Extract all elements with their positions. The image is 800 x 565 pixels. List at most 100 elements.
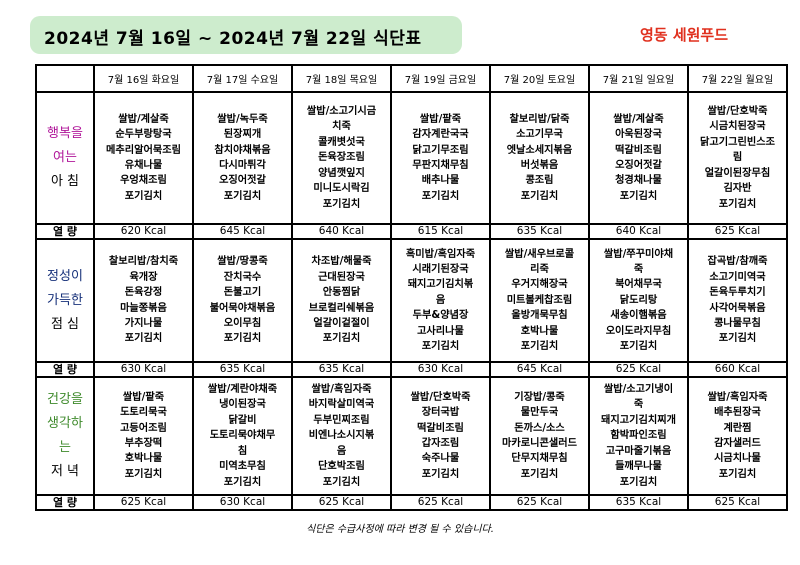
menu-item: 포기김치 [520,468,559,480]
kcal-value: 615 Kcal [390,223,491,240]
menu-cell: 쌀밥/계살죽 아욱된장국 떡갈비조림 오징어젓갈 청경채나물 포기김치 [588,91,689,225]
kcal-value: 625 Kcal [390,494,491,511]
menu-item: 닭갈비 [228,414,257,426]
menu-item: 소고기무국 [516,129,563,141]
kcal-row: 열 량 625 Kcal 630 Kcal 625 Kcal 625 Kcal 625 K… [35,494,788,511]
menu-item: 배추나물 [421,175,460,187]
meal-label-line: 는 [59,440,71,455]
menu-item: 마늘쫑볶음 [120,302,167,314]
menu-item: 콩나물무침 [714,317,761,329]
menu-item: 안동찜닭 [322,287,361,299]
day-header: 7월 16일 화요일 [93,64,194,93]
kcal-label: 열 량 [35,361,95,378]
menu-item: 참치야채볶음 [214,144,271,156]
menu-item: 양념깻잎지 [318,167,365,179]
kcal-value: 630 Kcal [93,361,194,378]
menu-item: 쌀밥/단호박죽 [707,106,768,118]
menu-item: 돈육장조림 [318,152,365,164]
menu-item: 콩조림 [525,175,554,187]
kcal-value: 625 Kcal [687,494,788,511]
menu-item: 떡갈비조림 [417,422,464,434]
menu-item: 포기김치 [223,333,262,345]
day-header: 7월 17일 수요일 [192,64,293,93]
menu-item: 갑자조림 [421,438,460,449]
meal-label-line: 여는 [53,150,77,165]
menu-item: 포기김치 [421,341,460,353]
menu-item: 사각어묵볶음 [709,302,766,314]
menu-item: 리죽 [530,263,549,275]
kcal-value: 635 Kcal [489,223,590,240]
menu-cell: 쌀밥/쭈꾸미야채 죽 북어채무국 닭도리탕 새송이햄볶음 오이도라지무침 포기김치 [588,238,689,363]
day-header: 7월 22일 월요일 [687,64,788,93]
menu-item: 흑미밥/흑임자죽 [405,248,476,260]
kcal-row: 열 량 630 Kcal 635 Kcal 635 Kcal 630 Kcal 645 K… [35,361,788,378]
corner-cell [35,64,95,93]
menu-cell: 쌀밥/녹두죽 된장찌개 참치야채볶음 다시마튀각 오징어젓갈 포기김치 [192,91,293,225]
menu-item: 가지나물 [124,317,163,329]
menu-item: 김자반 [723,183,752,195]
menu-item: 죽 [633,399,644,411]
menu-cell: 쌀밥/단호박죽 장터국밥 떡갈비조림 갑자조림 숙주나물 포기김치 [390,376,491,496]
menu-item: 무판지채무침 [412,160,469,171]
menu-item: 브로컬리쉐볶음 [308,302,375,314]
menu-item: 콜캐볏섯국 [318,136,365,148]
menu-item: 감자계란국국 [412,129,469,141]
menu-item: 호박나물 [520,325,559,337]
menu-item: 불어묵야채볶음 [209,302,276,314]
menu-item: 돈육두루치기 [709,287,766,299]
menu-item: 포기김치 [718,198,757,210]
menu-item: 우엉채조림 [120,175,167,187]
menu-item: 포기김치 [619,190,658,202]
menu-item: 쌀밥/팥죽 [419,113,462,125]
menu-cell: 쌀밥/흑임자죽 바지락살미역국 두부민찌조림 비엔나소시지볶 음 단호박조림 포기김치 [291,376,392,496]
company-name: 영동 세원푸드 [640,26,729,44]
menu-item: 포기김치 [520,190,559,202]
menu-item: 청경채나물 [615,175,662,187]
menu-item: 돼지고기김치볶 [407,279,474,291]
kcal-value: 625 Kcal [291,494,392,511]
menu-item: 얼갈이겉절이 [313,317,370,329]
menu-cell: 쌀밥/팥죽 감자계란국국 닭고기무조림 무판지채무침 배추나물 포기김치 [390,91,491,225]
menu-item: 쌀밥/녹두죽 [217,113,268,125]
kcal-value: 625 Kcal [687,223,788,240]
menu-item: 포기김치 [223,190,262,202]
day-header: 7월 18일 목요일 [291,64,392,93]
menu-item: 림 [732,152,743,164]
kcal-value: 625 Kcal [588,361,689,378]
menu-item: 바지락살미역국 [308,399,375,411]
menu-item: 포기김치 [619,341,658,353]
kcal-value: 635 Kcal [192,361,293,378]
meal-row: 행복을 여는 아 침 쌀밥/계살죽 순두부랑탕국 메추리알어묵조림 유채나물 우엉채조림 포기김… [35,91,788,225]
menu-item: 쌀밥/팥죽 [122,391,165,403]
menu-cell: 흑미밥/흑임자죽 시래기된장국 돼지고기김치볶 음 두부&양념장 고사리나물 포기김치 [390,238,491,363]
menu-item: 도토리묵국 [120,407,167,419]
menu-item: 찰보리밥/참치죽 [108,256,179,268]
menu-cell: 차조밥/해물죽 근대된장국 안동찜닭 브로컬리쉐볶음 얼갈이겉절이 포기김치 [291,238,392,363]
menu-item: 포기김치 [322,333,361,345]
menu-cell: 쌀밥/소고기냉이 죽 돼지고기김치찌개 함박파인조림 고구마줄기볶음 들깨무나물 포기김치 [588,376,689,496]
kcal-label: 열 량 [35,223,95,240]
menu-item: 배추된장국 [714,407,761,419]
menu-item: 포기김치 [223,476,262,488]
menu-item: 물만두국 [520,407,559,419]
menu-item: 오이무침 [223,317,262,329]
kcal-value: 645 Kcal [489,361,590,378]
menu-item: 침 [237,445,248,457]
kcal-row: 열 량 620 Kcal 645 Kcal 640 Kcal 615 Kcal 635 K… [35,223,788,240]
menu-item: 포기김치 [124,333,163,345]
menu-item: 떡갈비조림 [615,144,662,156]
menu-item: 순두부랑탕국 [115,129,172,141]
menu-item: 닭고기그린빈스조 [700,136,775,148]
kcal-value: 625 Kcal [93,494,194,511]
menu-item: 북어채무국 [615,279,662,291]
menu-item: 쌀밥/계란야채죽 [207,384,278,396]
menu-item: 쌀밥/새우브로콜 [504,248,575,260]
menu-item: 감자샐러드 [714,438,761,449]
menu-item: 미트볼케찹조림 [506,294,573,306]
menu-item: 포기김치 [322,476,361,488]
kcal-value: 640 Kcal [588,223,689,240]
menu-item: 미니도시락김 [313,183,370,195]
menu-item: 음 [435,294,446,306]
menu-item: 고등어조림 [120,422,167,434]
meal-label: 건강을 생각하 는 저 녁 [35,376,95,496]
